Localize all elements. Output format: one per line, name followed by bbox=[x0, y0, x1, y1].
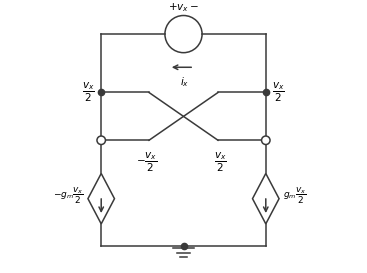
Text: $\dfrac{v_x}{2}$: $\dfrac{v_x}{2}$ bbox=[82, 81, 95, 104]
Circle shape bbox=[97, 136, 105, 144]
Text: $-\dfrac{v_x}{2}$: $-\dfrac{v_x}{2}$ bbox=[136, 151, 157, 174]
Text: $+v_x-$: $+v_x-$ bbox=[168, 1, 199, 14]
Text: $\dfrac{v_x}{2}$: $\dfrac{v_x}{2}$ bbox=[272, 81, 285, 104]
Text: $\dfrac{v_x}{2}$: $\dfrac{v_x}{2}$ bbox=[214, 151, 227, 174]
Circle shape bbox=[262, 136, 270, 144]
Text: $i_x$: $i_x$ bbox=[180, 75, 189, 89]
Polygon shape bbox=[88, 173, 115, 224]
Polygon shape bbox=[252, 173, 279, 224]
Text: $g_m\dfrac{v_x}{2}$: $g_m\dfrac{v_x}{2}$ bbox=[283, 186, 306, 206]
Text: $-g_m\dfrac{v_x}{2}$: $-g_m\dfrac{v_x}{2}$ bbox=[53, 186, 84, 206]
